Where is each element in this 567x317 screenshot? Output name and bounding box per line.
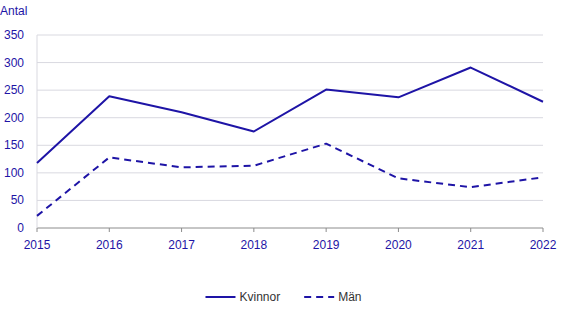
grid-line xyxy=(37,228,543,229)
x-tick xyxy=(398,228,399,232)
chart-container: Antal 0 50 100 150 200 250 300 350 2015 2016 2017 20… xyxy=(0,0,567,317)
y-tick-label: 100 xyxy=(4,166,24,180)
x-tick-label: 2015 xyxy=(24,238,51,252)
legend-label: Kvinnor xyxy=(239,290,280,304)
x-tick xyxy=(253,228,254,232)
x-tick-label: 2017 xyxy=(168,238,195,252)
x-tick xyxy=(109,228,110,232)
legend-swatch xyxy=(205,296,235,298)
legend: Kvinnor Män xyxy=(205,290,361,304)
grid-line xyxy=(37,35,543,36)
x-tick xyxy=(326,228,327,232)
grid-line xyxy=(37,172,543,173)
grid-line xyxy=(37,117,543,118)
y-tick-label: 0 xyxy=(17,221,24,235)
plot-area xyxy=(37,68,543,216)
x-tick xyxy=(470,228,471,232)
legend-label: Män xyxy=(338,290,361,304)
y-axis-label: Antal xyxy=(0,4,27,18)
x-tick-label: 2019 xyxy=(313,238,340,252)
legend-swatch xyxy=(304,296,334,298)
chart: Antal 0 50 100 150 200 250 300 350 2015 2016 2017 20… xyxy=(0,0,567,317)
grid-line xyxy=(37,145,543,146)
grid-line xyxy=(37,200,543,201)
y-tick-label: 50 xyxy=(11,193,25,207)
x-tick-label: 2021 xyxy=(457,238,484,252)
grid-line xyxy=(37,90,543,91)
grid-line xyxy=(37,62,543,63)
x-tick-label: 2018 xyxy=(241,238,268,252)
y-tick-label: 150 xyxy=(4,138,24,152)
y-tick-label: 300 xyxy=(4,56,24,70)
x-tick xyxy=(37,228,38,232)
x-tick xyxy=(181,228,182,232)
x-tick-label: 2016 xyxy=(96,238,123,252)
y-axis-line xyxy=(37,35,38,228)
y-tick-label: 200 xyxy=(4,111,24,125)
y-tick-label: 350 xyxy=(4,28,24,42)
x-tick xyxy=(543,228,544,232)
x-tick-label: 2022 xyxy=(530,238,557,252)
series-line xyxy=(37,68,543,163)
series-line xyxy=(37,144,543,216)
y-tick-label: 250 xyxy=(4,83,24,97)
x-tick-label: 2020 xyxy=(385,238,412,252)
